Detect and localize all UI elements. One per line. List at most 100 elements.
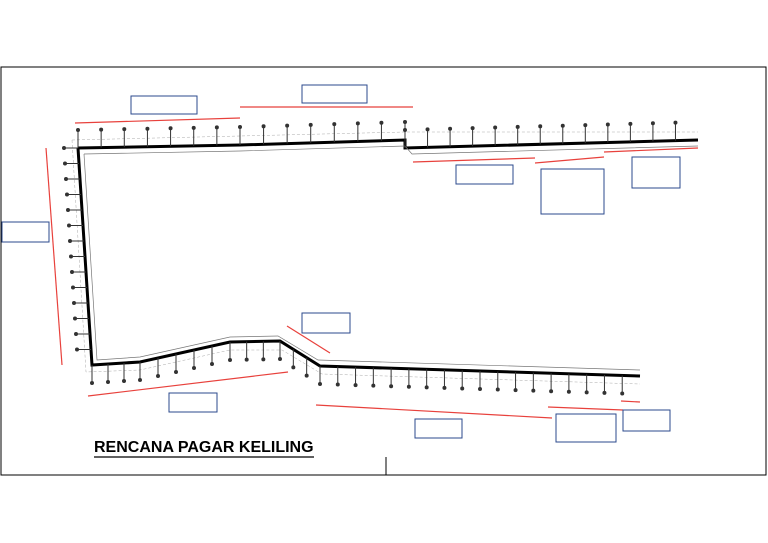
dimension-top-right-2 [534, 156, 605, 164]
label-box [540, 168, 605, 215]
fence-post-head [68, 239, 72, 243]
fence-post-head [191, 125, 196, 130]
fence-post-head [90, 381, 94, 385]
fence-post-head [538, 124, 543, 129]
fence-post-head [424, 385, 429, 390]
label-box [555, 413, 617, 443]
fence-post-head [291, 365, 296, 370]
fence-post-head [389, 384, 394, 389]
label-box [301, 84, 368, 104]
fence-post-head [513, 388, 518, 393]
fence-post-head [335, 382, 340, 387]
fence-post-head [73, 316, 77, 321]
label-box [130, 95, 198, 115]
fence-post-head [65, 192, 69, 197]
dimension-top-left [74, 117, 241, 124]
fence-post-head [106, 380, 110, 384]
fence-post-head [210, 362, 214, 366]
label-box [1, 221, 50, 243]
fence-post-head [304, 373, 309, 378]
dimension-bottom-middle [315, 404, 553, 419]
fence-post-head [442, 385, 447, 390]
fence-post-head [67, 223, 71, 228]
fence-post-head [515, 124, 520, 129]
dimension-bottom-left [87, 371, 289, 397]
fence-post-head [448, 126, 453, 131]
fence-post-head [66, 208, 70, 212]
fence-post-head [425, 127, 430, 132]
fence-post-head [605, 122, 610, 127]
fence-post-head [76, 128, 80, 132]
fence-post-head [122, 127, 127, 132]
dimension-diagonal [286, 325, 331, 354]
fence-post-head [628, 121, 633, 126]
dimension-top-right-1 [412, 157, 536, 163]
fence-post-head [318, 382, 322, 386]
fence-post-head [278, 357, 282, 361]
fence-post-head [74, 332, 78, 336]
label-box [631, 156, 681, 189]
fence-post-head [64, 177, 68, 181]
fence-post-head [470, 126, 475, 131]
fence-post-head [308, 122, 313, 127]
fence-post-head [145, 126, 150, 131]
fence-post-head [602, 390, 607, 395]
fence-post-head [355, 121, 360, 126]
fence-post-head [495, 387, 500, 392]
fence-post-head [174, 370, 178, 374]
fence-post-head [70, 270, 74, 274]
fence-post-head [560, 123, 565, 128]
fence-post-head [261, 357, 266, 362]
fence-post-head [332, 122, 337, 127]
fence-post-head [353, 383, 358, 388]
fence-post-head [244, 357, 249, 362]
fence-post-head [583, 123, 588, 128]
fence-post-head [460, 386, 465, 391]
fence-post-head [406, 384, 411, 389]
drawing-title: RENCANA PAGAR KELILING [94, 439, 314, 456]
fence-post-head [493, 125, 498, 130]
fence-post-head [379, 120, 384, 125]
drawing-frame [0, 66, 767, 476]
fence-post-head [192, 366, 196, 370]
label-box [168, 392, 218, 413]
fence-post-head [673, 120, 678, 125]
fence-post-head [566, 389, 571, 394]
dimension-top-right-3 [603, 147, 699, 153]
fence-outer-line [71, 131, 698, 385]
fence-post-head [156, 374, 160, 378]
bottom-fence-posts [90, 341, 625, 396]
fence-post-head [238, 125, 242, 129]
fence-post-head [584, 390, 589, 395]
fence-post-head [285, 123, 290, 128]
label-box [622, 409, 671, 432]
fence-post-head [71, 285, 75, 290]
label-box [455, 164, 514, 185]
dimension-bottom-right-2 [620, 400, 641, 403]
fence-post-head [75, 347, 79, 352]
fence-post-head [403, 120, 407, 124]
fence-post-head [99, 127, 104, 132]
dimension-left [45, 147, 63, 366]
fence-post-head [650, 121, 655, 126]
fence-post-head [228, 358, 232, 362]
fence-post-head [620, 391, 625, 396]
fence-post-head [261, 124, 266, 129]
fence-post-head [122, 379, 126, 383]
left-fence-posts [62, 146, 91, 352]
label-box [301, 312, 351, 334]
fence-post-head [62, 146, 66, 150]
fence-post-head [168, 126, 173, 131]
fence-post-head [138, 378, 142, 382]
fence-post-head [371, 383, 376, 388]
dimension-bottom-right-1 [547, 406, 624, 411]
fence-post-head [72, 301, 76, 305]
fence-post-head [69, 254, 73, 259]
fence-post-head [403, 128, 407, 132]
top-fence-posts [76, 120, 678, 148]
fence-post-head [214, 125, 219, 130]
fence-post-head [531, 388, 536, 393]
dimension-lines [45, 106, 699, 419]
label-boxes [1, 84, 681, 443]
